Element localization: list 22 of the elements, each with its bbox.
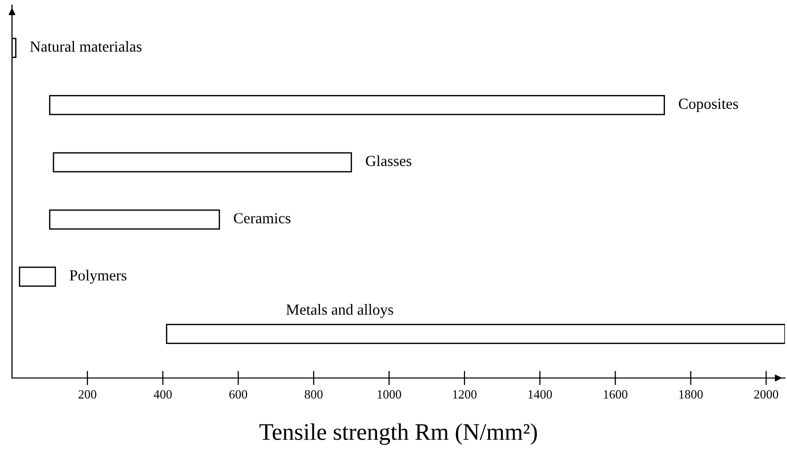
x-tick-label: 2000: [754, 390, 778, 399]
bar: [49, 209, 220, 230]
y-tick-label: Metals and alloys: [286, 304, 394, 318]
x-tick-label: 1600: [604, 390, 628, 399]
x-tick-label: 800: [304, 390, 323, 399]
y-tick-label: Glasses: [366, 155, 412, 166]
x-tick-label: 400: [154, 390, 172, 399]
y-tick-label: Polymers: [70, 270, 126, 284]
x-tick-label: 1200: [453, 390, 477, 399]
bar: [52, 152, 352, 172]
bar: [49, 95, 665, 116]
x-tick-label: 1400: [528, 390, 552, 399]
bar: [18, 266, 56, 287]
x-tick-label: 600: [229, 390, 248, 399]
x-tick-label: 1000: [378, 390, 402, 399]
y-tick-label: Coposites: [678, 98, 738, 112]
y-tick-label: Ceramics: [234, 213, 290, 224]
x-tick-label: 200: [78, 390, 96, 399]
x-axis-title: Tensile strength Rm (N/mm²): [259, 423, 537, 445]
y-tick-label: Natural materialas: [30, 40, 142, 52]
x-tick-label: 1800: [679, 390, 703, 399]
bar: [166, 324, 785, 344]
